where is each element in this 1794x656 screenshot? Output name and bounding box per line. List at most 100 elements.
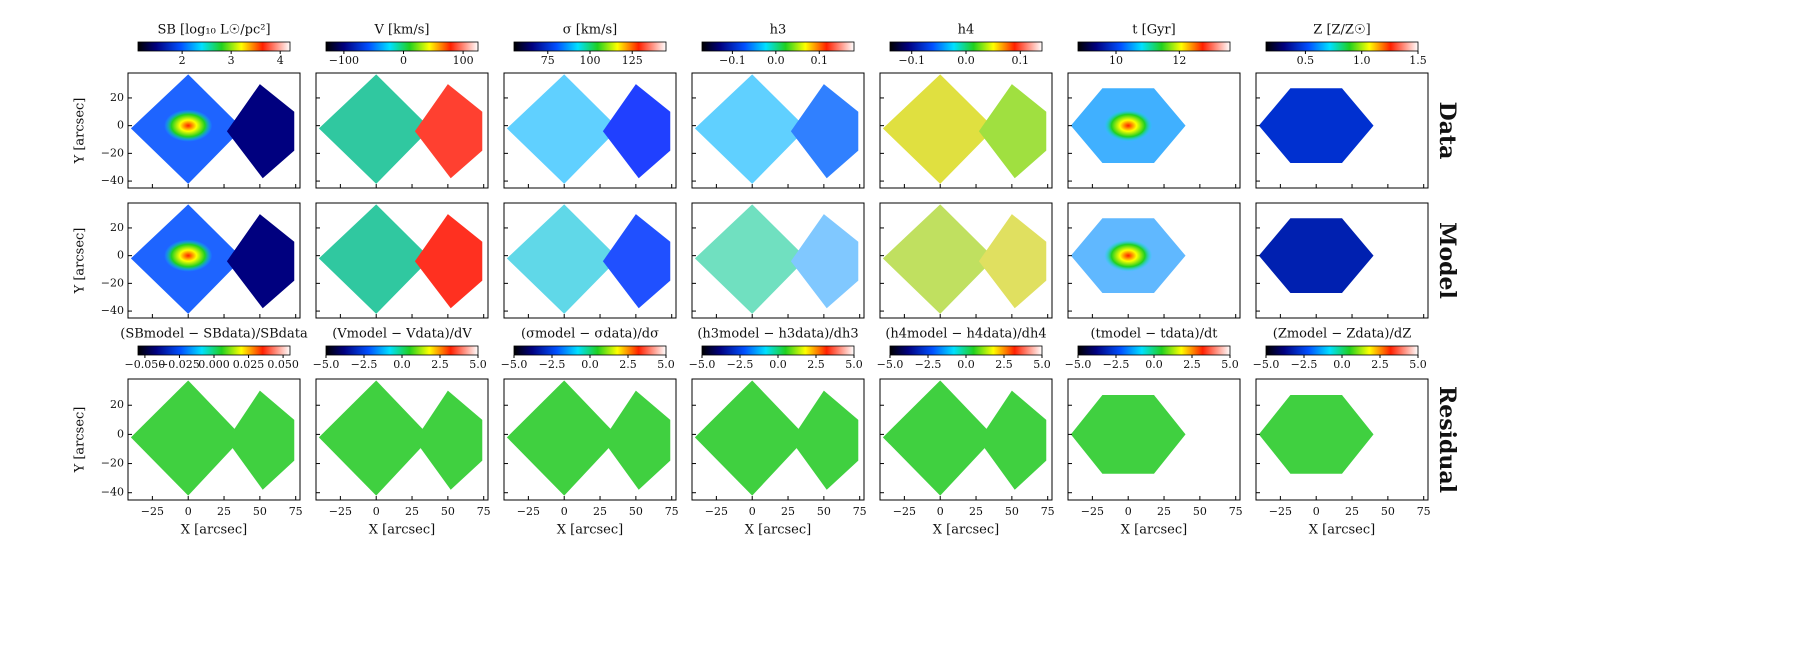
panel-frame <box>315 72 489 189</box>
x-tick-label: 50 <box>1005 505 1019 518</box>
colorbar-tick-label: 1.5 <box>1409 54 1427 67</box>
panel-frame <box>879 202 1053 319</box>
map-core <box>164 109 213 142</box>
panel-frame <box>503 202 677 319</box>
panel-frame <box>691 378 865 501</box>
colorbar-tick-label: −2.5 <box>727 358 754 371</box>
map-region <box>882 380 995 496</box>
colorbar-tick-label: 0.0 <box>581 358 599 371</box>
colorbar-tick-label: 2.5 <box>807 358 825 371</box>
x-tick-label: 25 <box>217 505 231 518</box>
y-tick-label: 0 <box>117 427 124 440</box>
map-region <box>1258 88 1374 164</box>
x-tick-label: 75 <box>1229 505 1243 518</box>
y-axis-label: Y [arcsec] <box>73 228 88 295</box>
y-tick-label: −20 <box>101 276 124 289</box>
map-region <box>790 214 859 309</box>
colorbar-label: (tmodel − tdata)/dt <box>1090 327 1218 342</box>
y-tick-label: 20 <box>110 398 124 411</box>
x-tick-label: 75 <box>477 505 491 518</box>
x-tick-label: 75 <box>1417 505 1431 518</box>
colorbar-tick-label: −2.5 <box>539 358 566 371</box>
x-tick-label: 25 <box>1157 505 1171 518</box>
colorbar-tick-label: 2.5 <box>1371 358 1389 371</box>
colorbar-tick-label: −5.0 <box>1253 358 1280 371</box>
colorbar-tick-label: −0.1 <box>719 54 746 67</box>
panel-frame <box>691 72 865 189</box>
panel-frame <box>691 202 865 319</box>
colorbar-tick-label: −0.025 <box>159 358 200 371</box>
panel-frame <box>1255 378 1429 501</box>
map-region <box>414 390 483 490</box>
colorbar-tick-label: 100 <box>453 54 474 67</box>
map-region <box>602 84 671 179</box>
colorbar-label: t [Gyr] <box>1132 23 1175 38</box>
x-axis-label: X [arcsec] <box>1121 523 1187 538</box>
x-tick-label: 0 <box>937 505 944 518</box>
map-region <box>318 204 431 314</box>
colorbar-tick-label: 0.5 <box>1297 54 1315 67</box>
x-tick-label: 25 <box>593 505 607 518</box>
colorbar-tick-label: 4 <box>277 54 284 67</box>
colorbar-tick-label: −0.050 <box>125 358 166 371</box>
colorbar-tick-label: 0.025 <box>233 358 265 371</box>
x-tick-label: 75 <box>665 505 679 518</box>
panel-frame <box>1067 72 1241 189</box>
colorbar-tick-label: 5.0 <box>845 358 863 371</box>
map-region <box>318 74 431 184</box>
row-label: Model <box>1434 222 1460 299</box>
colorbar-tick-label: −5.0 <box>501 358 528 371</box>
panel-frame <box>315 378 489 501</box>
row-label: Residual <box>1434 386 1460 493</box>
x-tick-label: −25 <box>517 505 540 518</box>
map-region <box>602 214 671 309</box>
colorbar-tick-label: −2.5 <box>1291 358 1318 371</box>
colorbar-tick-label: 2.5 <box>619 358 637 371</box>
panel-frame <box>315 202 489 319</box>
colorbar-tick-label: 10 <box>1109 54 1123 67</box>
map-region <box>506 204 619 314</box>
y-tick-label: 20 <box>110 91 124 104</box>
map-core <box>164 239 213 272</box>
panel-frame <box>503 72 677 189</box>
y-tick-label: 20 <box>110 221 124 234</box>
map-region <box>978 214 1047 309</box>
colorbar <box>1077 41 1231 52</box>
colorbar-tick-label: 0.1 <box>811 54 829 67</box>
y-tick-label: 0 <box>117 249 124 262</box>
colorbar <box>701 345 855 356</box>
colorbar-tick-label: 0 <box>400 54 407 67</box>
colorbar-tick-label: 0.1 <box>1012 54 1030 67</box>
map-region <box>694 204 807 314</box>
colorbar-tick-label: −2.5 <box>351 358 378 371</box>
map-region <box>790 84 859 179</box>
panel-frame <box>127 72 301 189</box>
colorbar-tick-label: 125 <box>622 54 643 67</box>
x-tick-label: −25 <box>1269 505 1292 518</box>
colorbar-label: (h4model − h4data)/dh4 <box>885 327 1046 342</box>
x-tick-label: 25 <box>969 505 983 518</box>
x-axis-label: X [arcsec] <box>369 523 435 538</box>
map-region <box>506 380 619 496</box>
colorbar <box>889 345 1043 356</box>
map-region <box>1258 395 1374 474</box>
map-region <box>978 84 1047 179</box>
panel-frame <box>1255 72 1429 189</box>
map-region <box>414 214 483 309</box>
x-tick-label: 25 <box>405 505 419 518</box>
y-tick-label: −40 <box>101 304 124 317</box>
map-core <box>1104 239 1153 272</box>
x-tick-label: 75 <box>289 505 303 518</box>
colorbar <box>513 41 667 52</box>
colorbar <box>889 41 1043 52</box>
colorbar-tick-label: 5.0 <box>1409 358 1427 371</box>
x-tick-label: 75 <box>1041 505 1055 518</box>
colorbar-label: (σmodel − σdata)/dσ <box>521 327 659 342</box>
colorbar-tick-label: 75 <box>541 54 555 67</box>
map-region <box>602 390 671 490</box>
colorbar-tick-label: 0.0 <box>957 358 975 371</box>
map-core <box>1104 109 1153 142</box>
colorbar-tick-label: 0.0 <box>957 54 975 67</box>
map-region <box>694 380 807 496</box>
colorbar-tick-label: −5.0 <box>877 358 904 371</box>
